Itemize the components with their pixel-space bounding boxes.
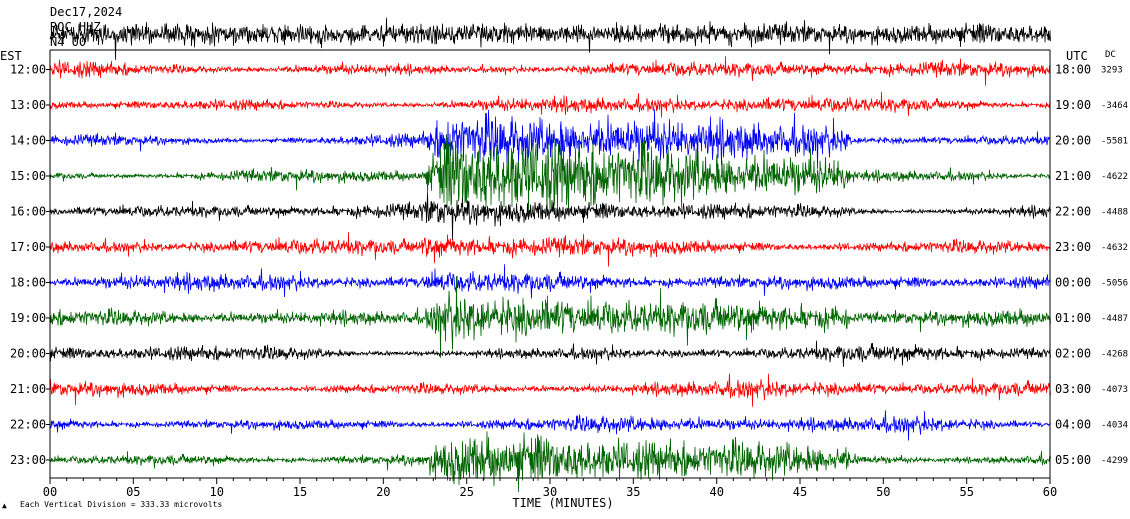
trace-row-1 <box>49 56 1051 86</box>
utc-hour-label: 18:00 <box>1055 63 1091 77</box>
dc-offset-label: -5581 <box>1101 137 1128 147</box>
trace-row-12 <box>49 431 1051 493</box>
est-hour-label: 20:00 <box>10 347 46 361</box>
utc-hour-label: 19:00 <box>1055 98 1091 112</box>
header-station: ROC HHZ <box>50 20 101 34</box>
est-hour-label: 23:00 <box>10 453 46 467</box>
scale-note: Each Vertical Division = 333.33 microvol… <box>20 500 222 509</box>
x-tick-label: 05 <box>126 485 140 499</box>
x-tick-label: 00 <box>43 485 57 499</box>
est-hour-label: 19:00 <box>10 311 46 325</box>
x-tick-label: 55 <box>959 485 973 499</box>
x-tick-label: 50 <box>876 485 890 499</box>
dc-offset-label: -5056 <box>1101 279 1128 289</box>
trace-row-9 <box>49 340 1051 367</box>
est-hour-label: 13:00 <box>10 98 46 112</box>
x-tick-label: 25 <box>459 485 473 499</box>
trace-row-5 <box>49 192 1051 241</box>
utc-hour-label: 01:00 <box>1055 311 1091 325</box>
x-tick-label: 30 <box>543 485 557 499</box>
footer-icon: ▲ <box>2 501 7 510</box>
utc-hour-label: 03:00 <box>1055 382 1091 396</box>
utc-hour-label: 23:00 <box>1055 240 1091 254</box>
trace-row-10 <box>49 373 1051 407</box>
utc-hour-label: 02:00 <box>1055 347 1091 361</box>
dc-offset-label: -4622 <box>1101 172 1128 182</box>
utc-hour-label: 22:00 <box>1055 205 1091 219</box>
dc-offset-label: -3464 <box>1101 101 1128 111</box>
x-tick-label: 35 <box>626 485 640 499</box>
header-network: N4 00 <box>50 35 86 49</box>
utc-hour-label: 21:00 <box>1055 169 1091 183</box>
trace-row-8 <box>49 275 1051 358</box>
header-date: Dec17,2024 <box>50 5 122 19</box>
dc-offset-label: -4268 <box>1101 350 1128 360</box>
est-hour-label: 16:00 <box>10 205 46 219</box>
trace-row-3 <box>49 109 1051 169</box>
x-axis: 00 05 10 15 20 25 30 35 40 45 50 55 60 <box>43 478 1057 499</box>
dc-offset-label: -4632 <box>1101 243 1128 253</box>
est-hour-label: 18:00 <box>10 276 46 290</box>
x-tick-label: 60 <box>1043 485 1057 499</box>
trace-row-0 <box>49 17 1051 60</box>
utc-hour-label: 04:00 <box>1055 418 1091 432</box>
x-axis-label: TIME (MINUTES) <box>512 496 613 510</box>
trace-row-11 <box>49 410 1051 441</box>
right-timezone-label: UTC <box>1066 49 1088 63</box>
x-tick-label: 45 <box>793 485 807 499</box>
x-tick-label: 10 <box>209 485 223 499</box>
dc-offset-label: 3293 <box>1101 66 1123 76</box>
left-timezone-label: EST <box>0 49 22 63</box>
trace-row-7 <box>49 264 1051 299</box>
trace-row-6 <box>49 232 1051 267</box>
utc-hour-label: 05:00 <box>1055 453 1091 467</box>
est-hour-label: 14:00 <box>10 134 46 148</box>
dc-offset-label: -4299 <box>1101 456 1128 466</box>
trace-row-2 <box>49 91 1051 118</box>
est-hour-label: 17:00 <box>10 240 46 254</box>
est-hour-label: 22:00 <box>10 418 46 432</box>
utc-hour-label: 00:00 <box>1055 276 1091 290</box>
dc-offset-label: -4488 <box>1101 208 1128 218</box>
seismic-traces <box>49 17 1051 493</box>
x-tick-label: 20 <box>376 485 390 499</box>
dc-offset-label: -4487 <box>1101 314 1128 324</box>
trace-row-4 <box>49 134 1051 214</box>
est-hour-label: 12:00 <box>10 63 46 77</box>
dc-offset-label: -4073 <box>1101 385 1128 395</box>
x-tick-label: 15 <box>293 485 307 499</box>
x-tick-label: 40 <box>709 485 723 499</box>
est-hour-label: 15:00 <box>10 169 46 183</box>
est-hour-label: 21:00 <box>10 382 46 396</box>
utc-hour-label: 20:00 <box>1055 134 1091 148</box>
dc-offset-label: -4034 <box>1101 421 1128 431</box>
dc-column-header: DC <box>1105 50 1116 60</box>
